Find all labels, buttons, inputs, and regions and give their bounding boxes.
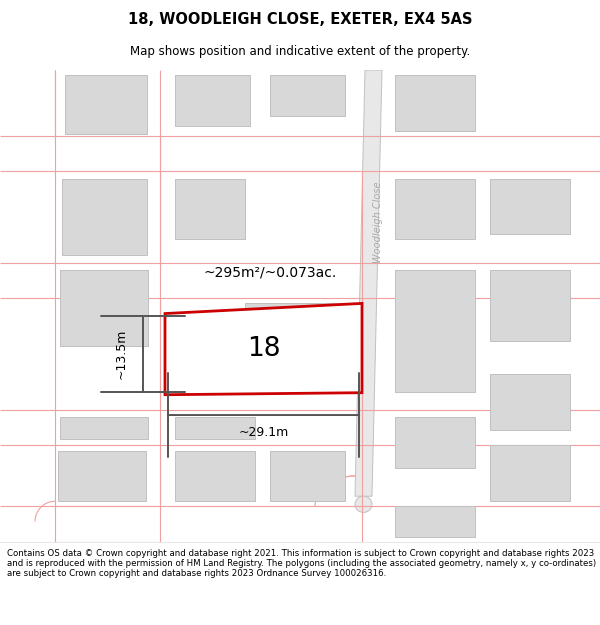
Bar [245,303,340,389]
Bar [65,75,147,134]
Bar [395,179,475,239]
Text: 18: 18 [247,336,280,362]
Bar [395,417,475,468]
Bar [175,75,250,126]
Bar [175,417,255,439]
Text: Woodleigh Close: Woodleigh Close [373,181,383,263]
Ellipse shape [355,496,372,512]
Bar [60,270,148,346]
Bar [490,374,570,430]
Text: ~13.5m: ~13.5m [115,329,128,379]
Bar [58,451,146,501]
Bar [175,179,245,239]
Bar [60,417,148,439]
Text: Map shows position and indicative extent of the property.: Map shows position and indicative extent… [130,45,470,58]
Text: 18, WOODLEIGH CLOSE, EXETER, EX4 5AS: 18, WOODLEIGH CLOSE, EXETER, EX4 5AS [128,12,472,27]
Bar [395,270,475,392]
Bar [395,506,475,537]
Text: ~29.1m: ~29.1m [238,426,289,439]
Bar [490,179,570,234]
Bar [270,75,345,116]
Bar [62,179,147,255]
Text: Contains OS data © Crown copyright and database right 2021. This information is : Contains OS data © Crown copyright and d… [7,549,596,578]
Text: ~295m²/~0.073ac.: ~295m²/~0.073ac. [203,266,337,280]
Bar [490,446,570,501]
Bar [395,75,475,131]
Polygon shape [355,70,382,496]
Bar [490,270,570,341]
Polygon shape [165,303,362,395]
Bar [270,451,345,501]
Bar [175,451,255,501]
